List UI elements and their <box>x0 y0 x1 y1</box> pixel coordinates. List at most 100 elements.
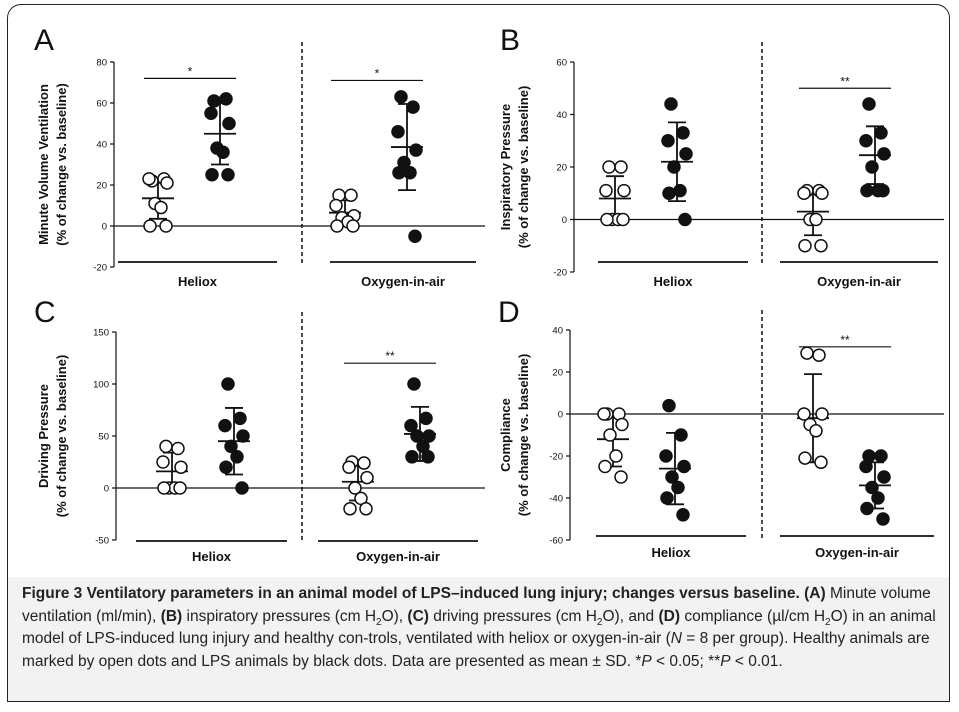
y-tick-label: -50 <box>95 536 109 547</box>
y-tick-label: 80 <box>96 58 107 69</box>
y-tick-label: -60 <box>549 536 563 547</box>
data-point-filled <box>391 124 405 139</box>
caption-part: P <box>720 652 731 670</box>
y-axis-title: Inspiratory Pressure <box>498 104 513 230</box>
y-tick-label: 40 <box>556 110 567 121</box>
data-point-open <box>602 160 616 174</box>
caption-part: O) in an animal model of LPS-induced lun… <box>22 607 936 648</box>
y-tick-label: 150 <box>93 328 109 339</box>
data-point-filled <box>404 418 418 433</box>
caption-part: O), and <box>602 607 659 625</box>
data-point-open <box>142 172 156 186</box>
y-tick-label: 20 <box>552 368 563 379</box>
data-point-open <box>815 407 829 421</box>
caption-part: driving pressures (cm H <box>428 607 597 625</box>
data-point-filled <box>219 460 233 474</box>
data-point-open <box>344 188 358 202</box>
caption-part: N <box>670 630 682 647</box>
data-point-filled <box>421 450 435 464</box>
data-point-open <box>809 424 823 438</box>
caption-part: 2 <box>376 616 382 628</box>
data-point-open <box>156 455 170 469</box>
data-point-filled <box>862 97 876 111</box>
data-point-open <box>812 348 826 362</box>
y-axis-title: (% of change vs. baseline) <box>516 86 531 249</box>
data-point-open <box>171 441 185 456</box>
panel-letter: D <box>498 296 520 329</box>
data-point-filled <box>216 145 230 159</box>
data-point-filled <box>221 377 235 391</box>
data-point-filled <box>671 480 685 495</box>
caption-part: O), <box>381 607 408 625</box>
data-point-filled <box>874 449 888 463</box>
data-point-open <box>599 183 613 198</box>
data-point-open <box>600 212 614 227</box>
data-point-filled <box>874 126 888 140</box>
y-tick-label: 0 <box>562 215 567 226</box>
data-point-filled <box>205 168 219 182</box>
y-tick-label: 100 <box>93 380 109 391</box>
y-tick-label: 60 <box>96 99 107 110</box>
data-point-filled <box>408 229 422 243</box>
y-tick-label: -20 <box>553 268 567 279</box>
data-point-filled <box>679 147 693 161</box>
group-label: Oxygen-in-air <box>815 545 899 560</box>
panel-D: D Compliance (% of change vs. baseline) -60… <box>498 296 944 560</box>
data-point-filled <box>665 470 679 484</box>
data-point-open <box>343 502 357 516</box>
data-point-filled <box>877 470 891 484</box>
significance-label: ** <box>840 333 850 347</box>
data-point-open <box>614 160 628 174</box>
data-point-filled <box>407 377 421 391</box>
data-point-filled <box>406 100 420 114</box>
caption-background <box>8 577 949 701</box>
caption-part: inspiratory pressures (cm H <box>182 607 377 625</box>
data-point-open <box>616 212 630 227</box>
data-point-open <box>597 407 611 421</box>
panel-letter: B <box>500 24 520 57</box>
y-tick-label: 50 <box>98 432 109 443</box>
data-point-filled <box>204 106 218 120</box>
y-tick-label: 40 <box>96 140 107 151</box>
data-point-filled <box>222 116 236 131</box>
data-point-filled <box>876 512 890 526</box>
data-point-open <box>359 502 373 516</box>
data-point-filled <box>662 398 676 413</box>
data-point-open <box>797 407 811 421</box>
y-axis-title: Minute Volume Ventilation <box>36 84 51 245</box>
y-tick-label: 0 <box>104 484 109 495</box>
panel-A: A Minute Volume Ventilation (% of change v… <box>34 24 485 289</box>
data-point-filled <box>676 126 690 140</box>
y-axis-title: Compliance <box>498 398 513 472</box>
data-point-open <box>598 459 612 474</box>
y-tick-label: -40 <box>549 494 563 505</box>
data-point-open <box>159 219 173 233</box>
data-point-open <box>342 460 356 474</box>
significance-label: * <box>188 64 193 78</box>
data-point-open <box>603 428 617 442</box>
data-point-filled <box>673 183 687 198</box>
data-point-open <box>348 481 362 495</box>
y-tick-label: 20 <box>96 181 107 192</box>
data-point-filled <box>230 450 244 464</box>
data-point-open <box>160 176 174 190</box>
data-point-filled <box>235 481 249 495</box>
caption-part: Figure 3 Ventilatory parameters in an an… <box>22 585 800 602</box>
y-tick-label: 0 <box>102 222 107 233</box>
data-point-filled <box>859 459 873 474</box>
group-label: Oxygen-in-air <box>361 274 445 289</box>
caption-part: compliance (µl/cm H <box>680 607 826 625</box>
data-point-filled <box>224 439 238 454</box>
significance-label: * <box>375 66 380 80</box>
data-point-filled <box>859 134 873 148</box>
data-point-open <box>798 451 812 465</box>
y-tick-label: 20 <box>556 163 567 174</box>
data-point-filled <box>664 97 678 111</box>
data-point-open <box>346 219 360 233</box>
data-point-filled <box>659 449 673 463</box>
panel-letter: C <box>34 296 56 329</box>
data-point-open <box>814 239 828 253</box>
caption-part: (D) <box>658 607 681 625</box>
significance-label: ** <box>385 349 395 363</box>
data-point-open <box>357 456 371 470</box>
